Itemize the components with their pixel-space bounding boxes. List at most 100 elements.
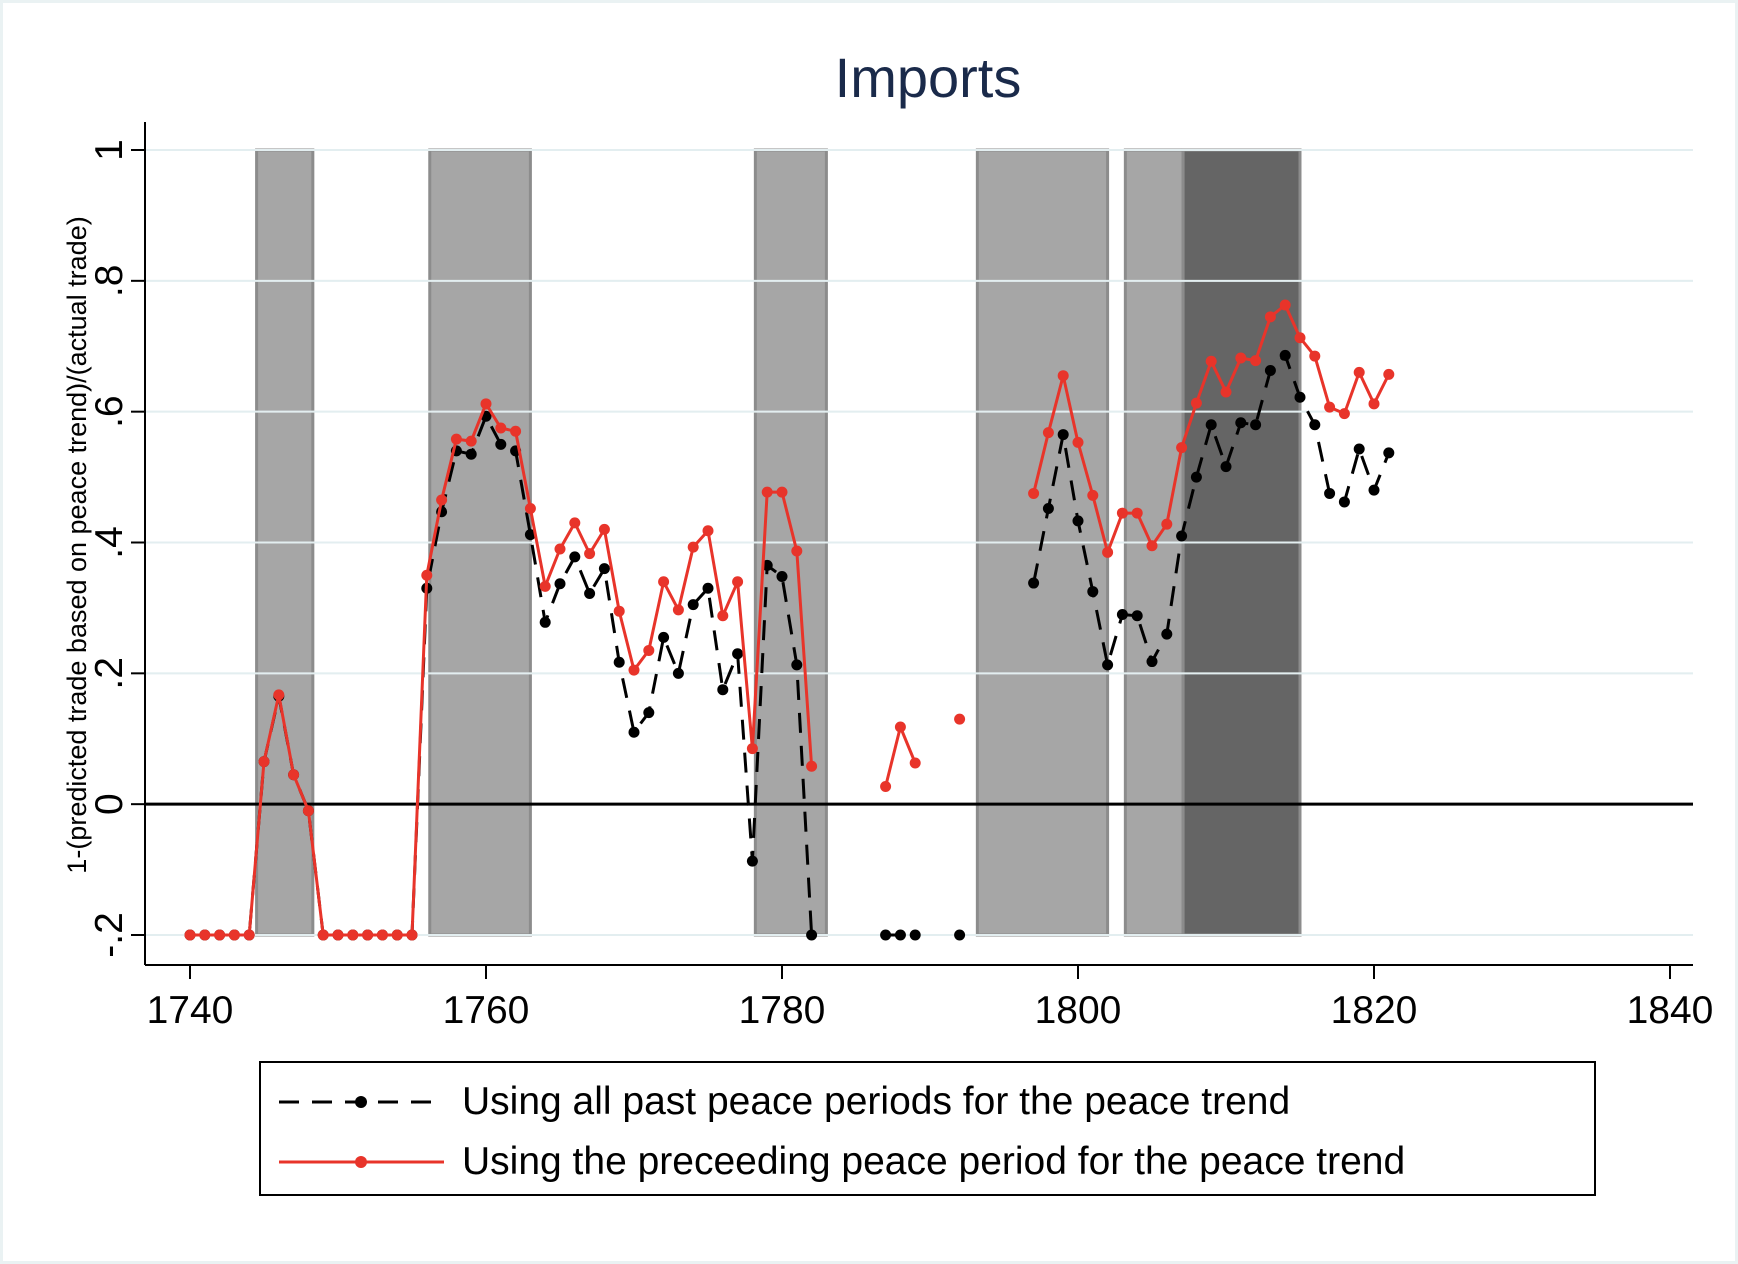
series-1-point-3-23: [1368, 398, 1380, 410]
x-tick-label-3: 1800: [1035, 989, 1122, 1032]
series-1-point-3-5: [1102, 546, 1114, 558]
series-1-point-0-35: [702, 525, 714, 537]
series-1-point-3-2: [1057, 370, 1069, 382]
x-tick-label-0: 1740: [147, 989, 234, 1032]
series-0-point-0-26: [569, 551, 581, 563]
series-1-point-0-36: [717, 610, 729, 622]
series-1-point-3-24: [1383, 368, 1395, 380]
series-1-point-0-17: [436, 494, 448, 506]
series-1-point-1-2: [909, 757, 921, 769]
series-0-point-0-28: [598, 563, 610, 575]
series-0-point-3-15: [1250, 419, 1262, 431]
series-1-point-3-3: [1072, 436, 1084, 448]
legend: Using all past peace periods for the pea…: [259, 1061, 1596, 1196]
series-1: [184, 299, 1395, 941]
legend-swatch-solid-red: [279, 1156, 444, 1168]
series-1-point-0-31: [643, 644, 655, 656]
series-0-point-3-9: [1161, 628, 1173, 640]
series-0-point-3-2: [1057, 429, 1069, 441]
series-1-point-3-6: [1116, 507, 1128, 519]
series-1-point-3-16: [1264, 311, 1276, 323]
series-1-point-0-28: [598, 523, 610, 535]
series-1-point-0-19: [465, 435, 477, 447]
legend-swatch-dashed-black: [279, 1096, 444, 1108]
series-0-point-3-1: [1042, 502, 1054, 514]
series-1-point-0-11: [347, 929, 359, 941]
series-1-point-3-7: [1131, 507, 1143, 519]
y-tick-label-5: .8: [88, 265, 131, 298]
series-1-point-3-18: [1294, 332, 1306, 344]
series-1-point-1-1: [894, 721, 906, 733]
series-1-point-3-15: [1250, 355, 1262, 367]
series-0-point-0-24: [539, 616, 551, 628]
series-0-point-3-6: [1116, 608, 1128, 620]
series-1-point-0-12: [362, 929, 374, 941]
series-0-point-3-3: [1072, 515, 1084, 527]
series-1-point-0-27: [584, 548, 596, 560]
series-0-point-3-20: [1324, 487, 1336, 499]
series-1-point-0-24: [539, 580, 551, 592]
legend-item-all-past: Using all past peace periods for the pea…: [279, 1077, 1290, 1127]
series-1-point-0-1: [199, 929, 211, 941]
series-1-point-2-0: [954, 713, 966, 725]
series-0-point-3-24: [1383, 447, 1395, 459]
series-1-point-3-21: [1338, 408, 1350, 420]
series-1-point-0-10: [332, 929, 344, 941]
series-1-point-3-8: [1146, 540, 1158, 552]
series-1-point-3-20: [1324, 401, 1336, 413]
series-layer: [184, 299, 1395, 941]
series-1-point-3-17: [1279, 299, 1291, 311]
series-0-point-3-10: [1176, 530, 1188, 542]
series-1-point-0-38: [746, 743, 758, 755]
series-1-point-0-7: [288, 769, 300, 781]
series-0-point-3-18: [1294, 391, 1306, 403]
series-0-point-1-2: [909, 929, 921, 941]
series-1-point-0-29: [613, 605, 625, 617]
series-1-point-3-0: [1028, 487, 1040, 499]
series-0-point-0-35: [702, 582, 714, 594]
series-1-point-0-5: [258, 756, 270, 768]
series-0-point-3-17: [1279, 349, 1291, 361]
series-0-point-0-34: [687, 599, 699, 611]
legend-label: Using all past peace periods for the pea…: [462, 1080, 1291, 1123]
series-0-point-0-42: [806, 929, 818, 941]
series-1-point-0-40: [776, 486, 788, 498]
y-axis-title: 1-(predicted trade based on peace trend)…: [62, 216, 92, 873]
y-tick-label-1: 0: [88, 793, 131, 815]
series-0-point-3-12: [1205, 419, 1217, 431]
series-1-point-0-26: [569, 517, 581, 529]
series-1-point-3-10: [1176, 442, 1188, 454]
y-tick-label-4: .6: [88, 395, 131, 428]
series-0-point-2-0: [954, 929, 966, 941]
x-tick-label-1: 1760: [443, 989, 530, 1032]
series-1-point-3-12: [1205, 355, 1217, 367]
series-0-point-0-41: [791, 659, 803, 671]
series-0-point-3-8: [1146, 656, 1158, 668]
series-0-point-0-30: [628, 726, 640, 738]
series-0-point-0-32: [658, 631, 670, 643]
gridlines: [145, 149, 1693, 936]
series-0-point-3-14: [1235, 417, 1247, 429]
series-1-point-0-4: [243, 929, 255, 941]
series-0-point-0-40: [776, 571, 788, 583]
series-0-point-3-23: [1368, 484, 1380, 496]
series-1-point-0-8: [302, 805, 314, 817]
series-0-point-0-31: [643, 707, 655, 719]
series-1-point-1-0: [880, 781, 892, 793]
series-1-point-0-39: [761, 486, 773, 498]
series-0-point-0-23: [524, 529, 536, 541]
series-0-point-3-16: [1264, 364, 1276, 376]
series-1-point-3-14: [1235, 352, 1247, 364]
x-ticks: 1740 1760 1780 1800 1820 1840: [147, 965, 1713, 1032]
x-tick-label-4: 1820: [1331, 989, 1418, 1032]
series-0-point-0-37: [732, 648, 744, 660]
series-0-point-3-0: [1028, 577, 1040, 589]
series-1-point-0-3: [228, 929, 240, 941]
series-0-point-3-21: [1338, 496, 1350, 508]
series-0-point-3-19: [1309, 419, 1321, 431]
legend-label: Using the preceeding peace period for th…: [462, 1140, 1406, 1183]
series-1-line-1: [884, 725, 917, 787]
series-1-point-0-0: [184, 929, 196, 941]
series-0-point-0-29: [613, 656, 625, 668]
